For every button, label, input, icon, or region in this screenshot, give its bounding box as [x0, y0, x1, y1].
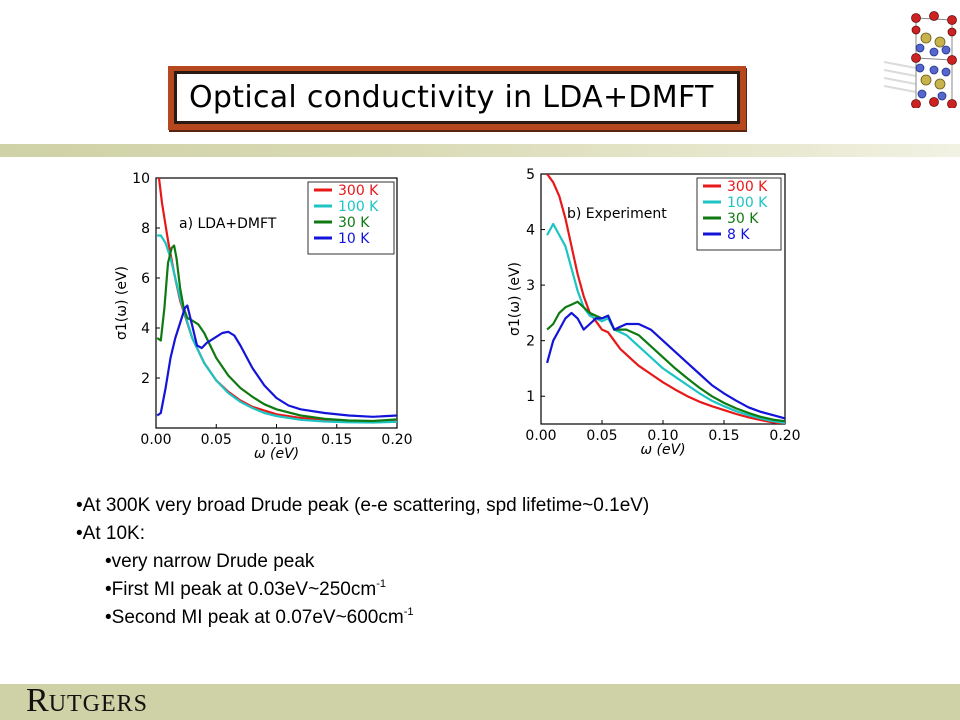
- chart-lda-dmft: 0.00 0.05 0.10 0.15 0.20 2 4 6 8 10 ω (eV) σ1(ω) (e…: [112, 164, 422, 465]
- legend-label: 10 K: [338, 231, 370, 247]
- y-tick-label: 6: [141, 271, 150, 287]
- series-line-100k: [157, 234, 397, 424]
- y-axis-label: σ1(ω) (eV): [507, 262, 523, 336]
- y-axis-label: σ1(ω) (eV): [114, 266, 130, 340]
- y-tick-label: 5: [526, 167, 535, 183]
- y-tick-label: 2: [141, 371, 150, 387]
- chart-experiment: 0.00 0.05 0.10 0.15 0.20 1 2 3 4 5 ω (eV) σ1(ω) (eV…: [505, 160, 810, 465]
- y-tick-label: 2: [526, 334, 535, 350]
- bullet-first-mi-peak: •First MI peak at 0.03eV~250cm-1: [76, 576, 649, 604]
- slide-title: Optical conductivity in LDA+DMFT: [189, 80, 714, 115]
- bullet-second-mi-exponent: -1: [403, 606, 414, 618]
- series-line-300k: [546, 174, 785, 424]
- legend-label: 100 K: [727, 195, 768, 211]
- bullet-first-mi-exponent: -1: [376, 578, 386, 590]
- bullet-300k: •At 300K very broad Drude peak (e-e scat…: [76, 495, 650, 516]
- x-tick-label: 0.00: [525, 428, 556, 444]
- y-tick-label: 4: [141, 321, 150, 337]
- x-tick-label: 0.10: [261, 432, 292, 448]
- footer-stripe: [0, 684, 960, 720]
- rutgers-logo: R UTGERS: [26, 682, 149, 719]
- series-group: [156, 178, 397, 424]
- logo-initial: R: [26, 682, 49, 719]
- slide-title-panel: Optical conductivity in LDA+DMFT: [174, 71, 740, 124]
- series-group: [546, 174, 785, 424]
- legend-label: 30 K: [338, 215, 370, 231]
- x-tick-label: 0.20: [381, 432, 412, 448]
- x-tick-label: 0.15: [321, 432, 352, 448]
- x-axis-label: ω (eV): [640, 442, 685, 458]
- y-tick-label: 3: [526, 278, 535, 294]
- legend-box: [696, 177, 782, 251]
- bullet-second-mi-text: •Second MI peak at 0.07eV~600cm: [105, 607, 404, 628]
- bullet-first-mi-text: •First MI peak at 0.03eV~250cm: [105, 579, 377, 600]
- bullet-10k: •At 10K:: [76, 523, 145, 544]
- legend-label: 30 K: [727, 211, 759, 227]
- x-tick-label: 0.05: [201, 432, 232, 448]
- legend-label: 8 K: [727, 227, 750, 243]
- slide-title-frame: Optical conductivity in LDA+DMFT: [168, 66, 746, 130]
- series-line-30k: [156, 244, 397, 423]
- y-tick-label: 4: [526, 223, 535, 239]
- y-tick-label: 1: [526, 389, 535, 405]
- x-tick-label: 0.15: [708, 428, 739, 444]
- legend-label: 300 K: [727, 179, 768, 195]
- x-tick-label: 0.05: [586, 428, 617, 444]
- x-tick-label: 0.10: [647, 428, 678, 444]
- legend-label: 100 K: [338, 199, 379, 215]
- legend-label: 300 K: [338, 183, 379, 199]
- legend-box: [307, 181, 395, 255]
- x-tick-label: 0.20: [769, 428, 800, 444]
- x-tick-label: 0.00: [140, 432, 171, 448]
- series-line-8k: [546, 311, 785, 420]
- crystal-structure-image: [883, 11, 957, 108]
- chart-annotation: b) Experiment: [567, 206, 667, 222]
- chart-annotation: a) LDA+DMFT: [179, 216, 277, 232]
- y-tick-label: 8: [141, 221, 150, 237]
- x-axis-label: ω (eV): [254, 446, 299, 460]
- series-line-30k: [546, 300, 785, 423]
- series-line-100k: [546, 222, 785, 424]
- bullet-list: •At 300K very broad Drude peak (e-e scat…: [76, 492, 649, 632]
- y-tick-label: 10: [132, 171, 150, 187]
- bullet-second-mi-peak: •Second MI peak at 0.07eV~600cm-1: [76, 604, 649, 632]
- header-divider-stripe: [0, 144, 960, 157]
- series-line-10k: [156, 304, 397, 418]
- bullet-narrow-drude: •very narrow Drude peak: [105, 551, 315, 572]
- logo-rest: UTGERS: [48, 691, 149, 717]
